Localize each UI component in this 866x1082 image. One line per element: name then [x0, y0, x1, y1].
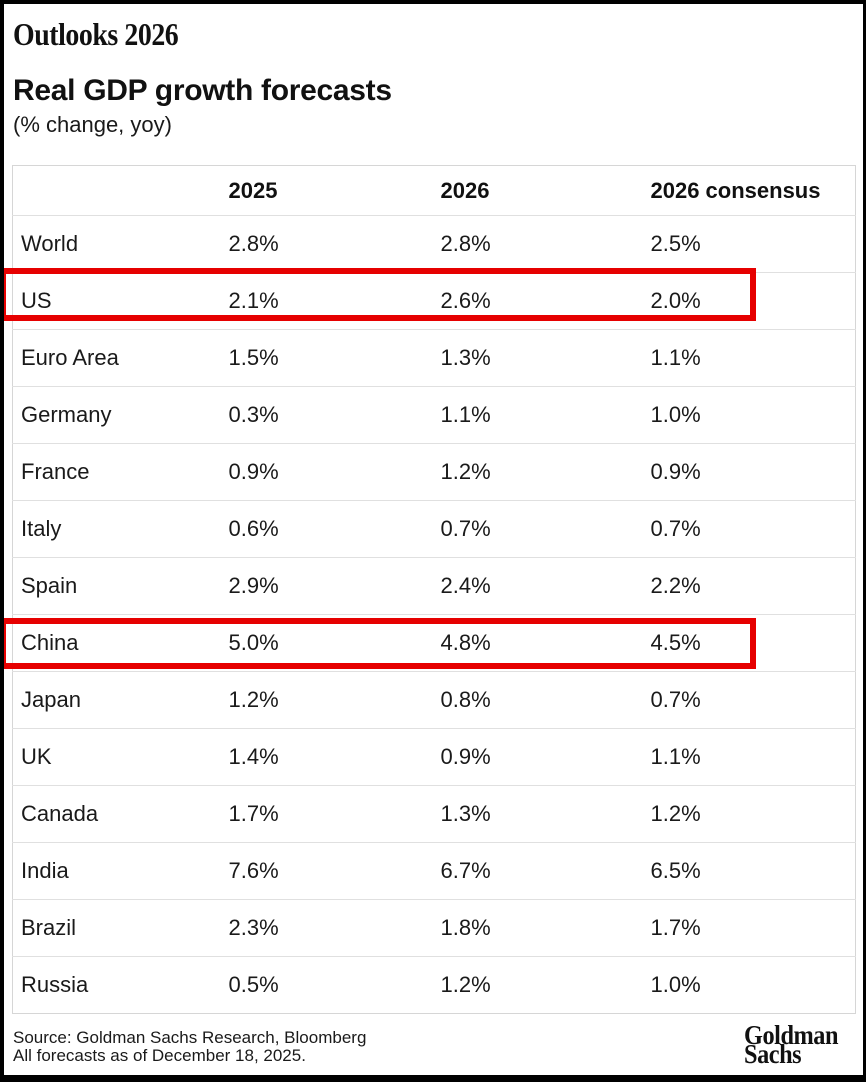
- column-header-2025: 2025: [228, 177, 278, 203]
- value-2026-consensus-cell: 0.9%: [650, 459, 701, 484]
- forecast-date-line: All forecasts as of December 18, 2025.: [13, 1046, 306, 1065]
- value-2026-cell: 0.9%: [440, 744, 491, 769]
- region-cell: World: [21, 231, 79, 256]
- table-row: Brazil 2.3% 1.8% 1.7%: [12, 899, 856, 957]
- table-row: Italy 0.6% 0.7% 0.7%: [12, 500, 856, 558]
- region-cell: China: [21, 630, 79, 655]
- table-row: China 5.0% 4.8% 4.5%: [12, 614, 856, 672]
- value-2026-consensus-cell: 0.7%: [650, 687, 701, 712]
- value-2026-cell: 1.3%: [440, 345, 491, 370]
- value-2026-cell: 6.7%: [440, 858, 491, 883]
- region-cell: Germany: [21, 402, 112, 427]
- table-row: Canada 1.7% 1.3% 1.2%: [12, 785, 856, 843]
- value-2026-cell: 0.7%: [440, 516, 491, 541]
- value-2026-cell: 4.8%: [440, 630, 491, 655]
- value-2026-cell: 1.2%: [440, 459, 491, 484]
- value-2025-cell: 2.8%: [228, 231, 279, 256]
- region-cell: Spain: [21, 573, 78, 598]
- value-2026-consensus-cell: 2.0%: [650, 288, 701, 313]
- value-2025-cell: 2.1%: [228, 288, 279, 313]
- value-2026-consensus-cell: 2.5%: [650, 231, 701, 256]
- value-2026-consensus-cell: 4.5%: [650, 630, 701, 655]
- value-2026-consensus-cell: 1.2%: [650, 801, 701, 826]
- value-2026-cell: 2.6%: [440, 288, 491, 313]
- region-cell: Brazil: [21, 915, 77, 940]
- value-2025-cell: 0.3%: [228, 402, 279, 427]
- value-2026-consensus-cell: 6.5%: [650, 858, 701, 883]
- page-title: Real GDP growth forecasts: [13, 74, 392, 107]
- table-row: Russia 0.5% 1.2% 1.0%: [12, 956, 856, 1014]
- goldman-sachs-logo-line1: Goldman: [744, 1020, 839, 1050]
- value-2026-consensus-cell: 1.0%: [650, 972, 701, 997]
- column-header-2026: 2026: [440, 177, 490, 203]
- region-cell: Euro Area: [21, 345, 119, 370]
- table-row: Japan 1.2% 0.8% 0.7%: [12, 671, 856, 729]
- table-row: Germany 0.3% 1.1% 1.0%: [12, 386, 856, 444]
- column-header-2026-consensus: 2026 consensus: [650, 177, 821, 203]
- value-2026-cell: 2.4%: [440, 573, 491, 598]
- region-cell: Japan: [21, 687, 81, 712]
- value-2025-cell: 0.5%: [228, 972, 279, 997]
- goldman-sachs-logo-line2: Sachs: [744, 1039, 802, 1069]
- region-cell: Italy: [21, 516, 62, 541]
- value-2026-cell: 1.8%: [440, 915, 491, 940]
- value-2026-consensus-cell: 1.0%: [650, 402, 701, 427]
- forecast-table: 2025 2026 2026 consensus World 2.8% 2.8%…: [12, 165, 856, 1014]
- region-cell: US: [21, 288, 52, 313]
- value-2026-consensus-cell: 0.7%: [650, 516, 701, 541]
- value-2026-consensus-cell: 1.1%: [650, 345, 701, 370]
- value-2025-cell: 5.0%: [228, 630, 279, 655]
- value-2025-cell: 1.4%: [228, 744, 279, 769]
- region-cell: UK: [21, 744, 52, 769]
- goldman-sachs-logo: Goldman Sachs: [744, 1020, 839, 1069]
- value-2026-cell: 1.3%: [440, 801, 491, 826]
- table-header-row: 2025 2026 2026 consensus: [13, 166, 856, 216]
- value-2026-cell: 0.8%: [440, 687, 491, 712]
- region-cell: Russia: [21, 972, 89, 997]
- table-row: France 0.9% 1.2% 0.9%: [12, 443, 856, 501]
- table-row: Euro Area 1.5% 1.3% 1.1%: [12, 329, 856, 387]
- value-2026-consensus-cell: 2.2%: [650, 573, 701, 598]
- column-header-region: [13, 166, 229, 216]
- value-2026-cell: 1.1%: [440, 402, 491, 427]
- value-2025-cell: 2.9%: [228, 573, 279, 598]
- table-row: Spain 2.9% 2.4% 2.2%: [12, 557, 856, 615]
- value-2025-cell: 0.6%: [228, 516, 279, 541]
- value-2025-cell: 0.9%: [228, 459, 279, 484]
- table-row: India 7.6% 6.7% 6.5%: [12, 842, 856, 900]
- region-cell: India: [21, 858, 69, 883]
- source-note: Source: Goldman Sachs Research, Bloomber…: [13, 1029, 366, 1065]
- value-2026-cell: 2.8%: [440, 231, 491, 256]
- region-cell: Canada: [21, 801, 99, 826]
- value-2025-cell: 1.7%: [228, 801, 279, 826]
- value-2025-cell: 1.5%: [228, 345, 279, 370]
- region-cell: France: [21, 459, 90, 484]
- value-2025-cell: 2.3%: [228, 915, 279, 940]
- table-row: US 2.1% 2.6% 2.0%: [12, 272, 856, 330]
- value-2026-consensus-cell: 1.1%: [650, 744, 701, 769]
- value-2025-cell: 7.6%: [228, 858, 279, 883]
- value-2026-consensus-cell: 1.7%: [650, 915, 701, 940]
- value-2026-cell: 1.2%: [440, 972, 491, 997]
- table-row: World 2.8% 2.8% 2.5%: [12, 215, 856, 273]
- table-row: UK 1.4% 0.9% 1.1%: [12, 728, 856, 786]
- page-subtitle: (% change, yoy): [13, 112, 172, 137]
- source-line: Source: Goldman Sachs Research, Bloomber…: [13, 1028, 367, 1047]
- table-body: World 2.8% 2.8% 2.5% US 2.1% 2.6% 2.0% E…: [12, 215, 856, 1014]
- publication-kicker: Outlooks 2026: [13, 16, 179, 52]
- value-2025-cell: 1.2%: [228, 687, 279, 712]
